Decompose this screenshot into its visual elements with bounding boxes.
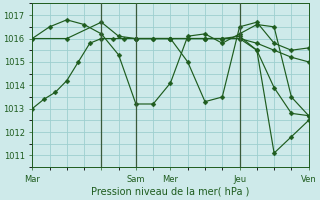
X-axis label: Pression niveau de la mer( hPa ): Pression niveau de la mer( hPa ) (91, 187, 250, 197)
